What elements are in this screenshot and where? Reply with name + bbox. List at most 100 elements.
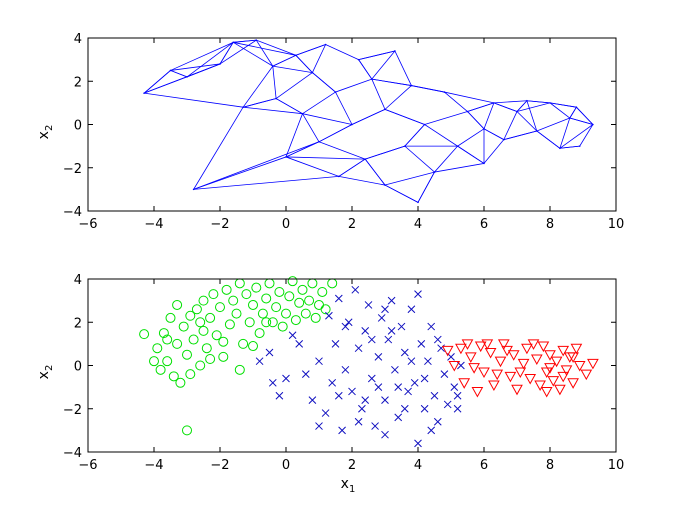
network-node: [311, 71, 314, 74]
scatter-point-triangle: [544, 363, 556, 374]
scatter-point-triangle: [455, 343, 467, 355]
scatter-point-cross: [453, 404, 462, 413]
scatter-point-circle: [248, 341, 258, 352]
scatter-point-circle: [284, 291, 295, 302]
scatter-point-circle: [224, 319, 235, 330]
scatter-point-circle: [320, 304, 331, 315]
scatter-point-cross: [433, 335, 442, 344]
scatter-point-circle: [139, 329, 150, 340]
scatter-point-cross: [321, 409, 330, 417]
network-edge: [186, 42, 234, 78]
network-node: [351, 123, 353, 126]
scatter-point-cross: [381, 396, 389, 404]
network-edge: [302, 113, 353, 125]
network-edge: [358, 50, 395, 61]
scatter-point-circle: [155, 364, 166, 375]
scatter-point-circle: [165, 312, 176, 323]
scatter-point-triangle: [488, 380, 500, 391]
x-tick-label: 6: [480, 458, 488, 473]
scatter-point-triangle: [464, 352, 477, 363]
scatter-point-triangle: [501, 345, 513, 357]
network-node: [324, 43, 327, 46]
network-y-axis-label: x2: [36, 125, 55, 140]
scatter-x-ticks: −6 −4 −2 0 2 4 6 8 10: [78, 279, 624, 473]
scatter-point-triangle: [550, 356, 563, 368]
network-edge: [358, 59, 373, 80]
scatter-point-cross: [394, 383, 403, 391]
scatter-point-circle: [287, 276, 298, 287]
x-tick-label: 0: [282, 217, 290, 232]
network-node: [275, 97, 277, 100]
network-edge: [503, 130, 537, 141]
scatter-point-cross: [400, 404, 409, 413]
network-edge: [233, 39, 257, 43]
scatter-y-ticks: −4 −2 0 2 4: [63, 273, 616, 461]
scatter-point-triangle: [580, 369, 593, 381]
scatter-point-circle: [178, 321, 189, 332]
scatter-point-circle: [241, 289, 252, 300]
scatter-point-circle: [234, 364, 245, 375]
scatter-point-triangle: [530, 354, 543, 366]
network-edge: [526, 100, 538, 132]
network-node: [433, 171, 436, 173]
scatter-point-circle: [182, 349, 192, 360]
network-node: [192, 188, 195, 191]
y-tick-label: 4: [74, 32, 82, 47]
scatter-point-cross: [367, 335, 376, 344]
network-edge: [302, 113, 320, 143]
x-tick-label: −6: [78, 217, 97, 232]
scatter-point-cross: [427, 322, 436, 331]
scatter-point-cross: [265, 348, 274, 357]
scatter-point-triangle: [587, 358, 599, 370]
scatter-point-triangle: [507, 350, 520, 361]
network-edge: [417, 171, 435, 203]
scatter-point-triangle: [504, 371, 517, 383]
scatter-point-triangle: [573, 361, 586, 372]
network-edge: [579, 124, 594, 147]
x-tick-label: 6: [480, 217, 488, 232]
scatter-point-triangle: [560, 365, 573, 376]
y-tick-label: 4: [74, 273, 82, 288]
network-edge: [144, 92, 244, 108]
network-edge: [256, 39, 297, 56]
network-edge: [516, 111, 538, 132]
scatter-point-cross: [433, 417, 442, 426]
x-tick-label: 4: [414, 458, 422, 473]
network-edge: [275, 98, 303, 115]
network-edge: [493, 100, 527, 104]
scatter-point-circle: [218, 351, 229, 362]
scatter-y-axis-label: x2: [36, 365, 55, 380]
scatter-point-triangle: [474, 341, 487, 353]
network-edge: [536, 130, 561, 149]
network-edge: [193, 156, 287, 190]
scatter-point-circle: [198, 295, 209, 306]
scatter-point-cross: [325, 311, 333, 320]
network-edge: [526, 100, 551, 104]
network-edge: [170, 70, 188, 78]
network-node: [493, 102, 495, 104]
network-edge: [569, 106, 577, 119]
scatter-point-triangle: [527, 339, 540, 350]
network-node: [285, 156, 287, 158]
y-tick-label: −2: [63, 403, 82, 418]
network-edge: [338, 158, 366, 177]
scatter-point-circle: [294, 297, 305, 308]
scatter-point-triangle: [524, 373, 537, 385]
network-node: [466, 110, 469, 113]
network-edge: [467, 102, 495, 112]
scatter-point-triangle: [481, 339, 494, 350]
network-edge: [424, 111, 468, 125]
network-edge: [272, 65, 313, 73]
network-edge: [295, 44, 326, 56]
scatter-point-circle: [317, 286, 328, 297]
network-edge: [569, 117, 594, 125]
network-node: [592, 123, 594, 126]
scatter-point-circle: [211, 330, 222, 341]
scatter-point-triangle: [540, 386, 553, 398]
scatter-point-triangle: [554, 384, 566, 396]
scatter-point-cross: [354, 344, 363, 353]
y-tick-label: −4: [63, 205, 82, 220]
scatter-point-cross: [414, 439, 422, 448]
network-edge: [285, 113, 303, 158]
x-tick-label: −4: [144, 458, 163, 473]
